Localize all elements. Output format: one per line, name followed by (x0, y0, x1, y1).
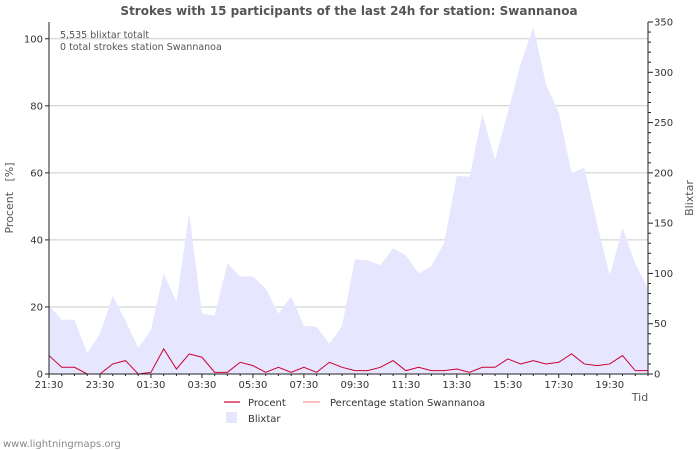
x-tick-07:30: 07:30 (289, 380, 318, 391)
chart-title: Strokes with 15 participants of the last… (120, 4, 577, 18)
x-tick-23:30: 23:30 (86, 380, 115, 391)
legend-label-station: Percentage station Swannanoa (330, 398, 485, 409)
y-right-title: Blixtar (683, 180, 696, 216)
y-right-tick-150: 150 (654, 219, 673, 230)
y-left-tick-0: 0 (37, 370, 43, 381)
legend-label-procent: Procent (248, 398, 286, 409)
y-right-tick-50: 50 (654, 319, 667, 330)
x-axis-title: Tid (631, 391, 648, 404)
y-right-tick-200: 200 (654, 168, 673, 179)
x-tick-labels: 21:30 23:30 01:30 03:30 05:30 07:30 09:30 11:30… (35, 374, 649, 391)
y-left-tick-80: 80 (30, 101, 43, 112)
footer-site: www.lightningmaps.org (3, 439, 121, 450)
y-left-tick-100: 100 (24, 34, 43, 45)
x-tick-19:30: 19:30 (595, 380, 624, 391)
y-right-tick-labels: 0 50 100 150 200 250 300 350 (648, 18, 673, 381)
x-tick-05:30: 05:30 (239, 380, 268, 391)
procent-line (48, 347, 648, 375)
legend-swatch-blixtar (226, 412, 237, 423)
y-left-tick-40: 40 (30, 235, 43, 246)
y-left-tick-20: 20 (30, 302, 43, 313)
y-right-tick-300: 300 (654, 68, 673, 79)
info-total-strokes: 5,535 blixtar totalt (60, 30, 149, 41)
x-tick-15:30: 15:30 (493, 380, 522, 391)
x-tick-13:30: 13:30 (442, 380, 471, 391)
x-tick-17:30: 17:30 (544, 380, 573, 391)
x-tick-21:30: 21:30 (35, 380, 64, 391)
y-right-tick-250: 250 (654, 118, 673, 129)
y-left-title: Procent [%] (3, 162, 16, 233)
y-left-tick-labels: 0 20 40 60 80 100 (24, 34, 49, 381)
info-station-strokes: 0 total strokes station Swannanoa (60, 42, 222, 53)
legend-label-blixtar: Blixtar (248, 414, 281, 425)
x-tick-11:30: 11:30 (391, 380, 420, 391)
x-tick-09:30: 09:30 (340, 380, 369, 391)
y-right-tick-350: 350 (654, 18, 673, 29)
y-right-tick-100: 100 (654, 269, 673, 280)
y-right-tick-0: 0 (654, 370, 660, 381)
procent-line-layer (48, 347, 648, 375)
x-tick-03:30: 03:30 (188, 380, 217, 391)
blixtar-area (49, 27, 648, 375)
blixtar-area-layer (49, 27, 648, 375)
y-left-tick-60: 60 (30, 168, 43, 179)
x-tick-01:30: 01:30 (137, 380, 166, 391)
legend: Procent Percentage station Swannanoa Bli… (224, 398, 485, 425)
